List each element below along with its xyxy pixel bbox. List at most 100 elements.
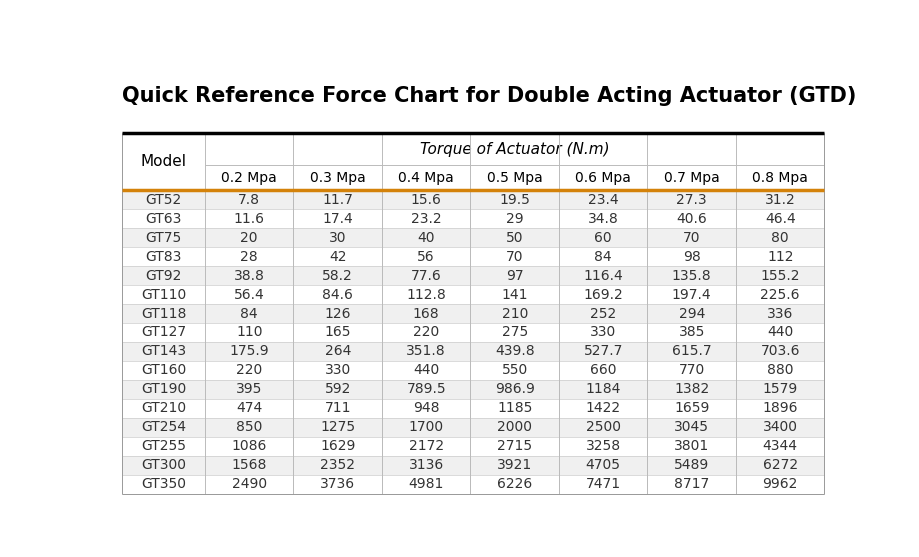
Text: 197.4: 197.4	[671, 287, 710, 301]
Text: 110: 110	[236, 325, 262, 340]
Text: 474: 474	[236, 401, 262, 416]
Text: 34.8: 34.8	[587, 212, 618, 226]
Text: 615.7: 615.7	[671, 344, 710, 359]
Text: 7.8: 7.8	[238, 193, 260, 207]
Text: GT255: GT255	[141, 439, 186, 453]
Text: 439.8: 439.8	[494, 344, 534, 359]
Text: 220: 220	[236, 363, 262, 378]
Text: 112.8: 112.8	[406, 287, 446, 301]
Text: 0.6 Mpa: 0.6 Mpa	[574, 171, 630, 185]
Text: 2500: 2500	[585, 420, 620, 434]
Text: 40: 40	[417, 231, 435, 245]
Text: 27.3: 27.3	[675, 193, 706, 207]
Text: 0.2 Mpa: 0.2 Mpa	[221, 171, 277, 185]
Text: 770: 770	[678, 363, 704, 378]
Text: 7471: 7471	[585, 477, 620, 491]
Text: 42: 42	[329, 250, 346, 263]
Text: 116.4: 116.4	[583, 268, 622, 282]
Text: 1629: 1629	[320, 439, 355, 453]
Text: 17.4: 17.4	[322, 212, 353, 226]
Text: 1184: 1184	[584, 382, 620, 397]
Text: GT143: GT143	[141, 344, 186, 359]
Text: 28: 28	[240, 250, 257, 263]
Text: 2490: 2490	[232, 477, 267, 491]
Text: 3736: 3736	[320, 477, 355, 491]
Text: 56.4: 56.4	[233, 287, 265, 301]
Text: 385: 385	[678, 325, 704, 340]
Text: 11.6: 11.6	[233, 212, 265, 226]
Text: 84: 84	[240, 306, 257, 320]
Bar	[122, 475, 823, 494]
Text: 23.4: 23.4	[587, 193, 618, 207]
Text: 3045: 3045	[674, 420, 709, 434]
Bar	[122, 266, 823, 285]
Text: 165: 165	[324, 325, 351, 340]
Bar	[122, 456, 823, 475]
Text: 2000: 2000	[496, 420, 531, 434]
Text: 56: 56	[417, 250, 435, 263]
Text: 1422: 1422	[585, 401, 620, 416]
Text: 880: 880	[766, 363, 792, 378]
Text: 264: 264	[324, 344, 350, 359]
Text: 98: 98	[682, 250, 699, 263]
Text: 3400: 3400	[762, 420, 797, 434]
Bar	[122, 228, 823, 247]
Bar	[122, 285, 823, 304]
Text: GT110: GT110	[141, 287, 186, 301]
Text: 660: 660	[589, 363, 616, 378]
Text: 84: 84	[594, 250, 611, 263]
Text: 50: 50	[505, 231, 523, 245]
Text: 70: 70	[682, 231, 699, 245]
Text: 4981: 4981	[408, 477, 444, 491]
Text: 11.7: 11.7	[322, 193, 353, 207]
Text: 440: 440	[413, 363, 439, 378]
Text: GT118: GT118	[141, 306, 186, 320]
Text: 20: 20	[240, 231, 257, 245]
Text: 112: 112	[766, 250, 792, 263]
Text: GT75: GT75	[145, 231, 181, 245]
Text: 6226: 6226	[496, 477, 532, 491]
Text: 30: 30	[329, 231, 346, 245]
Text: 46.4: 46.4	[764, 212, 795, 226]
Text: 40.6: 40.6	[675, 212, 707, 226]
Text: 948: 948	[413, 401, 439, 416]
Text: 1700: 1700	[408, 420, 443, 434]
Text: 0.7 Mpa: 0.7 Mpa	[664, 171, 719, 185]
Text: 1185: 1185	[496, 401, 532, 416]
Text: 8717: 8717	[674, 477, 709, 491]
Text: GT190: GT190	[141, 382, 186, 397]
Text: 275: 275	[501, 325, 528, 340]
Text: 175.9: 175.9	[229, 344, 268, 359]
Text: 58.2: 58.2	[322, 268, 353, 282]
Text: 252: 252	[589, 306, 616, 320]
Text: 155.2: 155.2	[760, 268, 799, 282]
Text: 9962: 9962	[762, 477, 797, 491]
Text: Quick Reference Force Chart for Double Acting Actuator (GTD): Quick Reference Force Chart for Double A…	[122, 86, 856, 106]
Text: 23.2: 23.2	[411, 212, 441, 226]
Text: GT52: GT52	[145, 193, 181, 207]
Text: 789.5: 789.5	[406, 382, 446, 397]
Bar	[122, 342, 823, 361]
Text: 5489: 5489	[674, 458, 709, 472]
Text: 4705: 4705	[585, 458, 620, 472]
Text: 1086: 1086	[232, 439, 267, 453]
Text: GT254: GT254	[141, 420, 186, 434]
Text: 440: 440	[766, 325, 792, 340]
Text: 3258: 3258	[585, 439, 620, 453]
Text: 330: 330	[589, 325, 616, 340]
Text: GT350: GT350	[141, 477, 186, 491]
Text: 126: 126	[324, 306, 351, 320]
Text: GT92: GT92	[145, 268, 182, 282]
Text: 1659: 1659	[674, 401, 709, 416]
Text: 1568: 1568	[232, 458, 267, 472]
Text: 210: 210	[501, 306, 528, 320]
Text: 294: 294	[678, 306, 704, 320]
Text: 225.6: 225.6	[760, 287, 799, 301]
Text: 3136: 3136	[408, 458, 443, 472]
Text: 351.8: 351.8	[406, 344, 446, 359]
Text: 2715: 2715	[496, 439, 532, 453]
Bar	[122, 399, 823, 418]
Bar	[122, 247, 823, 266]
Text: 77.6: 77.6	[411, 268, 441, 282]
Text: 1275: 1275	[320, 420, 355, 434]
